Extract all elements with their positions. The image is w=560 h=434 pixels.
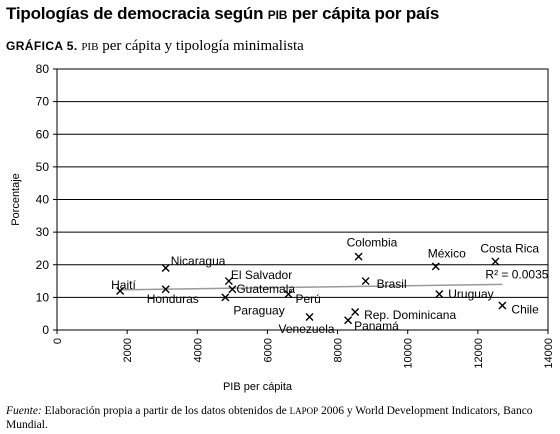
scatter-chart: 0 10 20 30 40 50 60 70 80 0 2000 4000 6000 8000 10000… <box>10 62 555 393</box>
y-tick-label: 20 <box>36 258 50 272</box>
plot-frame <box>56 68 549 331</box>
point-label: Brasil <box>377 277 407 291</box>
x-tick-label: 8000 <box>333 338 345 362</box>
x-axis-ticks: 0 2000 4000 6000 8000 10000 12000 14000 <box>52 330 555 369</box>
x-tick-label: 14000 <box>543 338 555 369</box>
y-tick-label: 70 <box>36 95 50 109</box>
x-tick-label: 6000 <box>262 338 274 362</box>
x-tick-label: 2000 <box>122 338 134 362</box>
point-label: Rep. Dominicana <box>364 308 456 322</box>
y-tick-label: 10 <box>36 290 50 304</box>
r-squared-label: R² = 0.0035 <box>485 267 548 281</box>
y-tick-label: 40 <box>36 193 50 207</box>
data-point <box>351 308 360 317</box>
y-tick-label: 80 <box>36 62 50 76</box>
data-point <box>361 277 370 286</box>
data-point <box>305 312 314 321</box>
x-tick-label: 12000 <box>473 338 485 369</box>
point-label: Guatemala <box>236 282 295 296</box>
point-label: Perú <box>295 292 320 306</box>
x-tick-label: 10000 <box>403 338 415 369</box>
data-point <box>161 264 170 273</box>
data-point <box>224 277 233 286</box>
data-points <box>116 252 507 325</box>
data-point <box>498 301 507 310</box>
data-point <box>228 285 237 294</box>
trendline <box>120 283 503 291</box>
data-point <box>435 290 444 299</box>
y-tick-label: 60 <box>36 127 50 141</box>
point-label: Haití <box>111 278 136 292</box>
source-note: Fuente: Elaboración propia a partir de l… <box>6 405 533 431</box>
point-label: Chile <box>511 303 539 317</box>
data-point <box>344 316 353 325</box>
chart-subtitle: GRÁFICA 5. PIB per cápita y tipología mi… <box>6 38 304 54</box>
data-point <box>354 252 363 261</box>
point-label: Honduras <box>147 292 199 306</box>
y-axis-label: Porcentaje <box>10 173 22 226</box>
point-label: El Salvador <box>231 268 292 282</box>
x-tick-label: 4000 <box>192 338 204 362</box>
data-point <box>431 262 440 271</box>
point-label: Nicaragua <box>171 254 226 268</box>
point-label: Uruguay <box>448 287 493 301</box>
data-point <box>491 257 500 266</box>
x-tick-label: 0 <box>52 338 64 344</box>
y-tick-label: 50 <box>36 160 50 174</box>
data-point <box>221 293 230 302</box>
point-label: Colombia <box>347 236 398 250</box>
y-tick-label: 0 <box>42 323 49 337</box>
point-label: Venezuela <box>279 322 335 336</box>
chart-page-title: Tipologías de democracia según PIB per c… <box>6 4 440 23</box>
data-point <box>161 285 170 294</box>
point-labels: Haití Nicaragua Honduras Paraguay El Salvado… <box>111 236 539 336</box>
data-point <box>284 290 293 299</box>
data-point <box>116 286 125 295</box>
y-tick-label: 30 <box>36 225 50 239</box>
point-label: Paraguay <box>233 303 284 317</box>
point-label: México <box>428 246 466 260</box>
x-axis-label: PIB per cápita <box>223 381 293 393</box>
y-axis-ticks: 0 10 20 30 40 50 60 70 80 <box>36 62 57 337</box>
point-label: Costa Rica <box>480 241 539 255</box>
